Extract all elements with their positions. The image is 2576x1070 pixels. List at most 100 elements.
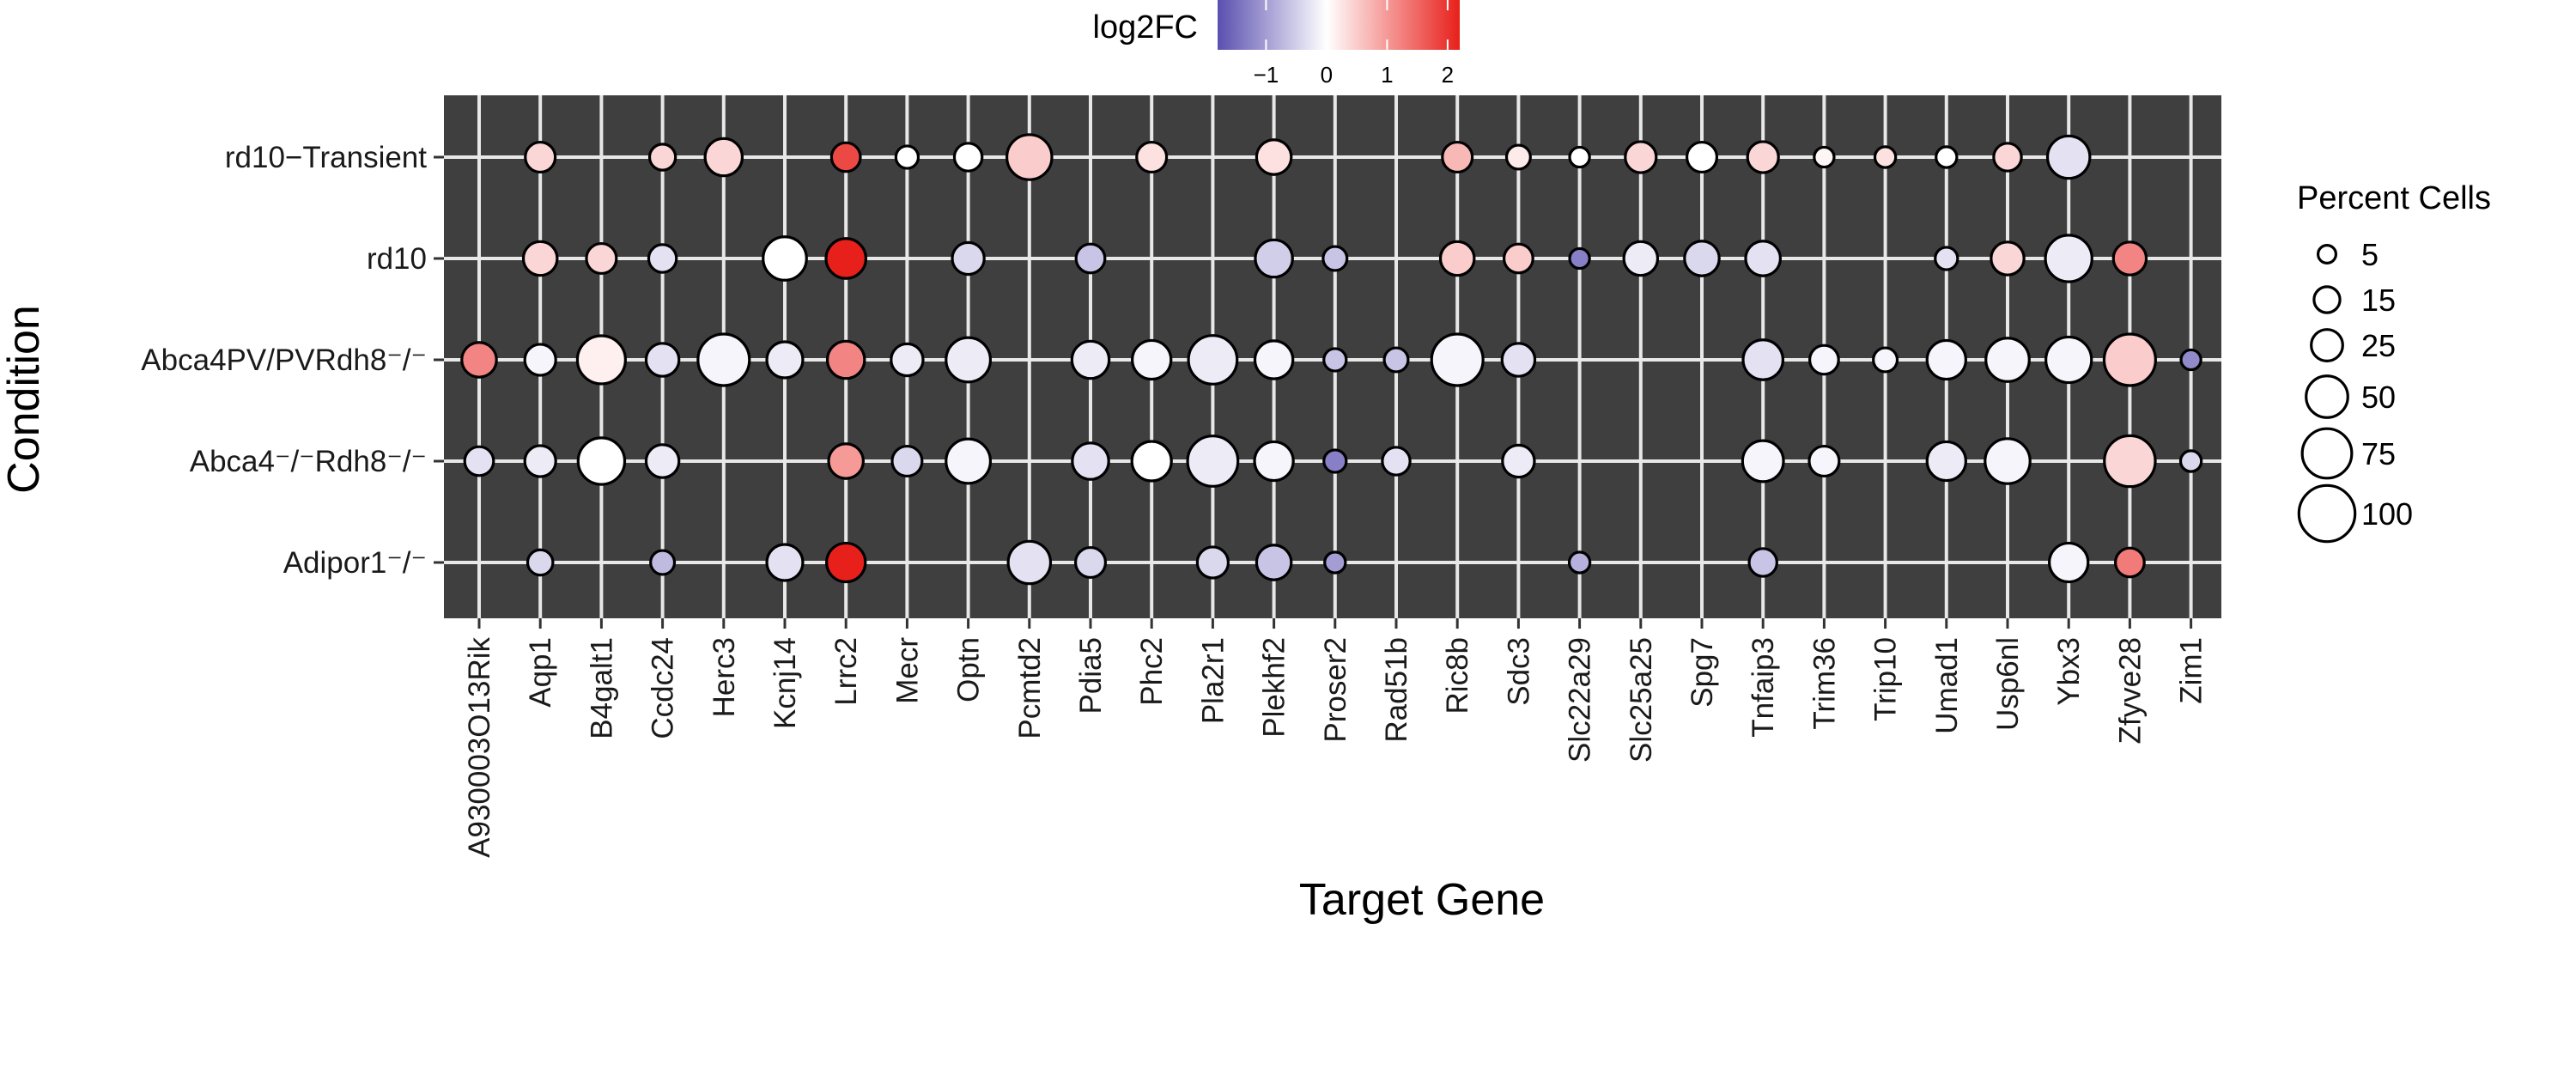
data-point <box>1568 145 1591 169</box>
x-tick-label: Slc25a25 <box>1625 637 1658 763</box>
data-points <box>460 133 2203 586</box>
data-point <box>951 240 986 277</box>
size-legend-circle <box>2300 427 2354 480</box>
data-point <box>463 445 495 477</box>
x-tick-label: Pdia5 <box>1074 637 1108 714</box>
data-point <box>765 340 805 380</box>
x-tick-label: A930003O13Rik <box>463 637 496 858</box>
data-point <box>1070 339 1111 380</box>
data-point <box>1500 342 1537 378</box>
x-tick-label: Umad1 <box>1930 637 1964 734</box>
data-point <box>1813 145 1836 169</box>
data-point <box>1135 140 1169 174</box>
data-point <box>2103 434 2157 489</box>
data-point <box>1187 334 1239 386</box>
data-point <box>1254 238 1294 279</box>
data-point <box>644 342 681 378</box>
data-point <box>1255 138 1293 176</box>
size-legend-circle <box>2310 328 2344 362</box>
data-point <box>827 442 866 480</box>
data-point <box>1322 448 1348 474</box>
x-tick-label: Pla2r1 <box>1196 637 1230 724</box>
size-legend-label: 100 <box>2361 496 2413 532</box>
data-point <box>2048 541 2090 584</box>
size-legend-circle <box>2305 374 2349 419</box>
data-point <box>2178 449 2203 473</box>
data-point <box>825 339 866 380</box>
data-point <box>1568 246 1591 271</box>
data-point <box>1746 140 1780 174</box>
size-legend-label: 75 <box>2361 436 2396 471</box>
data-point <box>1131 338 1173 381</box>
data-point <box>1935 145 1959 169</box>
data-point <box>649 549 677 576</box>
data-point <box>890 444 924 478</box>
axis-ticks <box>434 155 2193 629</box>
color-bar-tick-label: 2 <box>1442 62 1454 88</box>
data-point <box>1992 142 2023 173</box>
data-point <box>575 334 627 386</box>
data-point <box>1321 245 1349 272</box>
x-tick-label: Slc22a29 <box>1564 637 1597 763</box>
size-legend-label: 50 <box>2361 380 2396 415</box>
color-legend-title: log2FC <box>1093 9 1199 46</box>
color-bar-tick-label: 1 <box>1381 62 1393 88</box>
data-point <box>703 137 744 178</box>
data-point <box>1253 339 1295 380</box>
data-point <box>523 444 557 478</box>
x-axis-tick-labels: A930003O13Rik Aqp1 B4galt1 Ccdc24 Herc3 Kcnj1… <box>463 637 2208 858</box>
data-point <box>1925 338 1967 381</box>
data-point <box>524 140 557 174</box>
x-tick-label: Mecr <box>890 637 924 704</box>
data-point <box>1984 437 2032 485</box>
x-tick-label: Zfyve28 <box>2113 637 2147 745</box>
data-point <box>762 235 808 282</box>
data-point <box>1934 246 1959 271</box>
data-point <box>576 436 627 486</box>
data-point <box>1741 338 1785 381</box>
size-legend-circle <box>2297 483 2357 544</box>
data-point <box>1006 539 1053 586</box>
size-legend-label: 5 <box>2361 237 2379 272</box>
data-point <box>1005 133 1054 181</box>
data-point <box>644 443 681 479</box>
x-tick-label: Kcnj14 <box>769 637 802 729</box>
data-point <box>945 437 993 485</box>
data-point <box>1744 240 1783 277</box>
data-point <box>1807 343 1840 376</box>
color-bar <box>1218 0 1460 50</box>
data-point <box>585 241 618 276</box>
data-point <box>460 341 498 379</box>
data-point <box>1186 435 1240 488</box>
data-point <box>1255 544 1293 581</box>
y-tick-label: rd10−Transient <box>225 141 427 174</box>
data-point <box>1073 545 1108 580</box>
data-point <box>2179 348 2202 372</box>
data-point <box>2044 234 2093 283</box>
data-point <box>523 343 557 377</box>
data-point <box>824 237 868 280</box>
size-legend: Percent Cells 5 15 25 50 75 100 <box>2297 180 2491 544</box>
x-tick-label: Lrrc2 <box>829 637 863 706</box>
data-point <box>1074 242 1107 275</box>
data-point <box>1438 240 1476 277</box>
size-legend-items: 5 15 25 50 75 100 <box>2297 237 2413 544</box>
data-point <box>1130 440 1173 483</box>
x-tick-label: Plekhf2 <box>1258 637 1291 738</box>
data-point <box>1381 446 1412 477</box>
x-tick-label: Trip10 <box>1869 637 1903 721</box>
data-point <box>2045 134 2092 180</box>
size-legend-circle <box>2316 243 2338 265</box>
data-point <box>829 141 862 173</box>
data-point <box>1504 143 1532 171</box>
x-tick-label: Phc2 <box>1135 637 1169 706</box>
color-legend: log2FC −1 0 1 2 <box>1093 0 1460 88</box>
size-legend-label: 25 <box>2361 328 2396 363</box>
size-legend-label: 15 <box>2361 283 2396 318</box>
data-point <box>1430 332 1485 387</box>
y-axis-tick-labels: rd10−Transient rd10 Abca4PV/PVRdh8⁻/⁻ Abca4… <box>141 141 427 580</box>
x-tick-label: Spg7 <box>1686 637 1719 708</box>
x-tick-label: Trim36 <box>1807 637 1841 730</box>
data-point <box>1253 440 1295 483</box>
